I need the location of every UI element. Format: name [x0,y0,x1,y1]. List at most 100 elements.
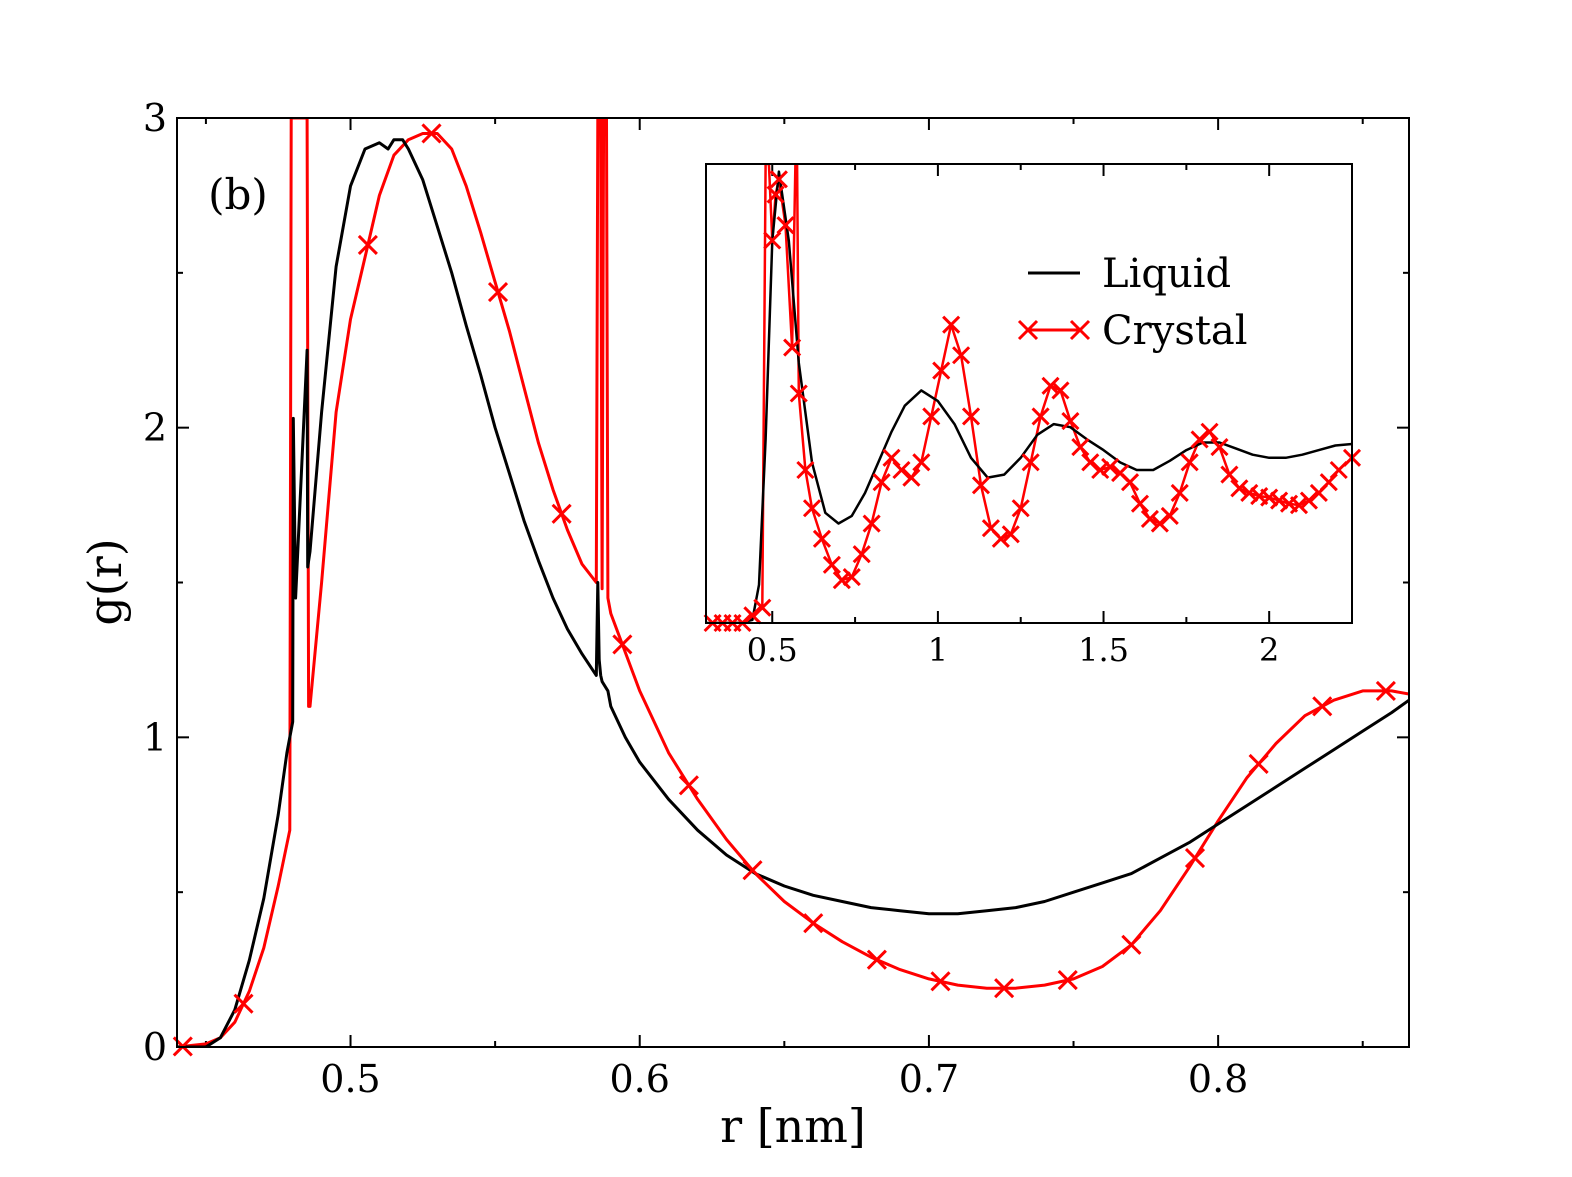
inset-crystal-marker [753,598,772,617]
inset-plot-frame [705,163,1353,624]
inset-crystal-marker [769,170,788,189]
inset-crystal-marker [1011,499,1030,518]
main-crystal-marker [487,281,509,303]
inset-crystal-marker [1190,430,1209,449]
inset-crystal-marker [1170,483,1189,503]
inset-crystal-marker [1200,422,1219,441]
inset-crystal-marker [1180,453,1199,472]
inset-crystal-marker [1001,525,1020,544]
inset-crystal-marker [922,407,941,426]
main-crystal-marker [866,949,887,970]
main-crystal-marker [742,860,763,881]
inset-crystal-marker [1150,514,1169,533]
main-series-group [177,118,1409,1047]
inset-crystal-marker [783,338,802,357]
inset-x-tick-label: 1.5 [1078,631,1129,669]
inset-series-liquid-line [706,170,1352,623]
inset-tick-labels: 0.5 1 1.5 2 [747,631,1280,669]
inset-crystal-marker [932,361,951,380]
legend-crystal-marker-left [1017,319,1039,341]
main-crystal-marker [1375,680,1396,701]
inset-crystal-marker [789,384,808,403]
inset-crystal-marker [1031,407,1050,426]
inset-crystal-marker [763,231,782,250]
main-crystal-marker [612,634,633,655]
inset-crystal-marker [1240,483,1259,503]
inset-crystal-marker [1021,453,1040,472]
inset-crystal-marker [1220,465,1239,484]
inset-crystal-marker [942,315,961,334]
main-crystal-marker [1057,970,1078,991]
inset-markers-group [703,170,1362,633]
inset-crystal-marker [1041,376,1060,395]
inset-crystal-marker [1270,491,1289,510]
inset-crystal-marker [1130,494,1150,513]
main-series-crystal-line [177,118,1409,1047]
main-crystal-marker [233,993,254,1014]
inset-crystal-marker [1061,411,1080,431]
inset-crystal-marker [882,448,901,467]
inset-crystal-marker [952,346,971,365]
inset-crystal-marker [1091,460,1110,480]
legend-crystal-label: Crystal [1102,308,1248,354]
main-y-tick-label: 0 [143,1025,167,1069]
inset-crystal-marker [872,473,891,492]
main-crystal-marker [678,775,699,796]
inset-crystal-marker [991,529,1010,548]
inset-crystal-marker [1071,437,1090,457]
main-crystal-marker [421,123,442,144]
main-crystal-marker [803,913,824,934]
inset-crystal-marker [812,529,832,548]
main-crystal-marker [930,971,951,992]
main-crystal-marker [994,978,1015,999]
inset-crystal-marker [961,407,981,426]
inset-crystal-marker [902,468,921,487]
inset-crystal-marker [912,453,931,472]
main-y-tick-label: 3 [143,96,167,140]
inset-crystal-marker [1260,488,1279,507]
inset-crystal-marker [842,568,861,587]
main-crystal-marker [1248,753,1269,775]
inset-crystal-marker [1289,496,1309,515]
main-x-tick-label: 0.7 [899,1057,959,1101]
inset-x-tick-label: 0.5 [747,631,798,669]
panel-label: (b) [208,170,268,219]
y-axis-label: g(r) [78,538,132,625]
main-y-tick-label: 2 [143,406,167,450]
inset-crystal-marker [743,606,762,625]
main-plot: 0.5 0.6 0.7 0.8 0 1 2 3 (b) r [nm] g(r) [78,96,1410,1153]
main-crystal-marker [357,234,378,256]
legend-crystal-marker-right [1069,319,1091,341]
inset-crystal-marker [822,555,841,574]
inset-crystal-marker [1120,473,1140,492]
main-x-tick-label: 0.5 [320,1057,380,1101]
inset-crystal-marker [852,545,871,564]
inset-plot: 0.5 1 1.5 2 Liquid Crystal [703,163,1362,669]
inset-crystal-marker [892,460,911,480]
main-y-tick-label: 1 [143,715,167,759]
main-plot-frame [176,117,1410,1048]
main-crystal-marker [1184,848,1206,869]
inset-crystal-marker [832,571,851,590]
inset-crystal-marker [1051,381,1070,400]
inset-crystal-marker [1160,506,1179,525]
inset-x-tick-label: 2 [1259,631,1279,669]
inset-crystal-marker [1210,437,1229,457]
x-axis-label: r [nm] [720,1099,866,1153]
legend: Liquid Crystal [1017,251,1248,354]
inset-crystal-marker [796,460,815,480]
inset-crystal-marker [1230,479,1249,498]
inset-crystal-marker [1140,509,1159,529]
inset-crystal-marker [776,216,795,235]
main-series-liquid-line [177,138,1409,1047]
inset-crystal-marker [1081,453,1100,472]
inset-crystal-marker [1101,457,1120,477]
inset-crystal-marker [802,499,822,518]
inset-crystal-marker [862,514,881,533]
main-crystal-marker [551,503,572,524]
inset-crystal-marker [1319,473,1338,492]
inset-x-tick-label: 1 [928,631,948,669]
legend-liquid-label: Liquid [1102,251,1231,297]
inset-crystal-marker [766,185,785,204]
